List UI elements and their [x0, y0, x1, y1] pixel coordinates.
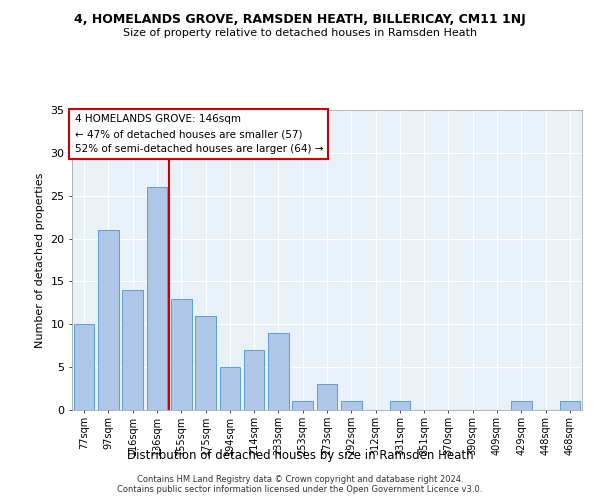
- Text: Contains public sector information licensed under the Open Government Licence v3: Contains public sector information licen…: [118, 484, 482, 494]
- Bar: [98, 230, 119, 410]
- Text: 4 HOMELANDS GROVE: 146sqm
← 47% of detached houses are smaller (57)
52% of semi-: 4 HOMELANDS GROVE: 146sqm ← 47% of detac…: [74, 114, 323, 154]
- Text: Distribution of detached houses by size in Ramsden Heath: Distribution of detached houses by size …: [127, 448, 473, 462]
- Bar: [511, 402, 532, 410]
- Bar: [268, 333, 289, 410]
- Bar: [560, 402, 580, 410]
- Bar: [122, 290, 143, 410]
- Bar: [389, 402, 410, 410]
- Text: 4, HOMELANDS GROVE, RAMSDEN HEATH, BILLERICAY, CM11 1NJ: 4, HOMELANDS GROVE, RAMSDEN HEATH, BILLE…: [74, 12, 526, 26]
- Text: Size of property relative to detached houses in Ramsden Heath: Size of property relative to detached ho…: [123, 28, 477, 38]
- Bar: [317, 384, 337, 410]
- Bar: [292, 402, 313, 410]
- Bar: [244, 350, 265, 410]
- Bar: [74, 324, 94, 410]
- Y-axis label: Number of detached properties: Number of detached properties: [35, 172, 44, 348]
- Bar: [341, 402, 362, 410]
- Bar: [146, 187, 167, 410]
- Bar: [171, 298, 191, 410]
- Bar: [195, 316, 216, 410]
- Text: Contains HM Land Registry data © Crown copyright and database right 2024.: Contains HM Land Registry data © Crown c…: [137, 476, 463, 484]
- Bar: [220, 367, 240, 410]
